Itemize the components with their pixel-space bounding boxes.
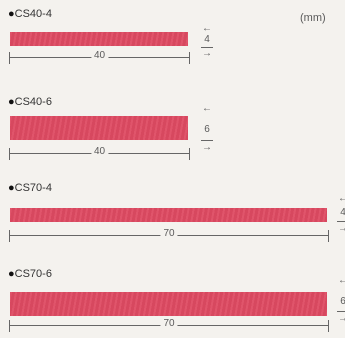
stone-bar <box>10 32 188 46</box>
arrow-right-icon: → <box>338 223 345 234</box>
thickness-label: 4 <box>340 207 345 218</box>
item-name: CS70-6 <box>14 268 52 280</box>
stone-item-cs70-6: ●CS70-6 70 ← 6 → <box>0 268 345 338</box>
stone-bar <box>10 292 327 316</box>
bullet-icon: ● <box>8 8 15 20</box>
length-dimension: 70 <box>9 318 329 332</box>
arrow-right-icon: → <box>338 313 345 324</box>
thickness-label: 6 <box>340 296 345 307</box>
stone-bar <box>10 116 188 140</box>
thickness-dimension: ← 4 → <box>200 24 214 64</box>
item-name: CS40-6 <box>14 96 52 108</box>
stone-item-cs70-4: ●CS70-4 70 ← 4 → <box>0 182 345 242</box>
length-label: 70 <box>160 228 178 239</box>
stone-item-cs40-6: ●CS40-6 40 ← 6 → <box>0 96 345 166</box>
stone-bar <box>10 208 327 222</box>
unit-label: (mm) <box>300 12 326 24</box>
item-title: ●CS40-4 <box>8 8 52 20</box>
length-label: 40 <box>90 146 109 157</box>
length-dimension: 70 <box>9 228 329 242</box>
arrow-right-icon: → <box>202 48 212 59</box>
length-label: 70 <box>160 318 178 329</box>
thickness-dimension: ← 4 → <box>336 194 345 234</box>
arrow-left-icon: ← <box>202 103 212 114</box>
bullet-icon: ● <box>8 96 15 108</box>
bullet-icon: ● <box>8 182 15 194</box>
length-dimension: 40 <box>9 146 190 160</box>
thickness-label: 4 <box>204 34 210 45</box>
bullet-icon: ● <box>8 268 15 280</box>
arrow-right-icon: → <box>202 142 212 153</box>
item-name: CS40-4 <box>14 8 52 20</box>
thickness-label: 6 <box>204 124 210 135</box>
arrow-left-icon: ← <box>338 193 345 204</box>
length-label: 40 <box>90 50 109 61</box>
item-name: CS70-4 <box>14 182 52 194</box>
item-title: ●CS40-6 <box>8 96 52 108</box>
thickness-dimension: ← 6 → <box>200 104 214 156</box>
thickness-dimension: ← 6 → <box>336 276 345 336</box>
arrow-left-icon: ← <box>202 23 212 34</box>
item-title: ●CS70-4 <box>8 182 52 194</box>
stone-item-cs40-4: ●CS40-4 40 ← 4 → <box>0 8 345 68</box>
arrow-left-icon: ← <box>338 275 345 286</box>
item-title: ●CS70-6 <box>8 268 52 280</box>
length-dimension: 40 <box>9 50 190 64</box>
